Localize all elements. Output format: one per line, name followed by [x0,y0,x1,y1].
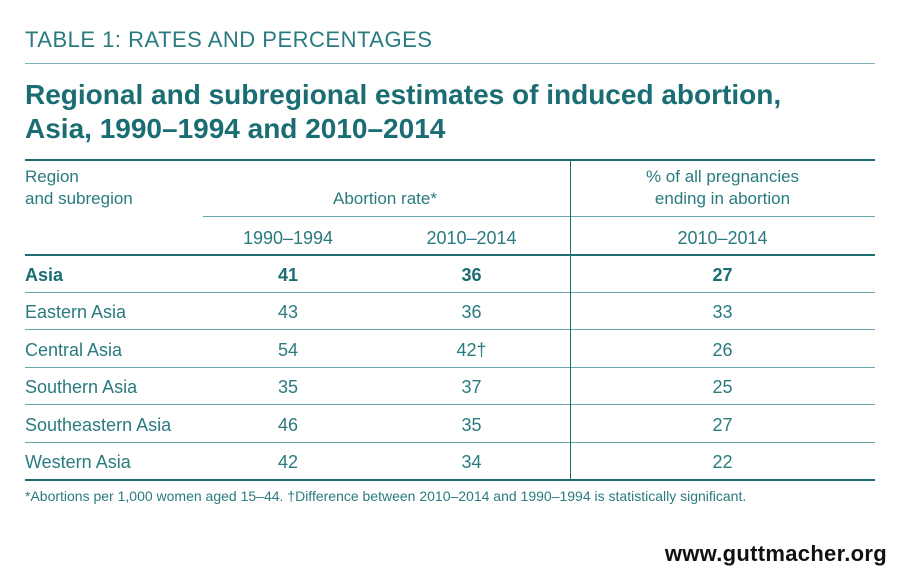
page-title: Regional and subregional estimates of in… [25,78,875,146]
row-region: Asia [25,265,64,285]
row-rate-2010: 37 [461,377,482,397]
row-pct: 26 [712,340,733,360]
row-region: Central Asia [25,340,123,360]
row-divider [25,329,875,330]
table-kicker: TABLE 1: RATES AND PERCENTAGES [25,27,433,52]
row-divider [25,404,875,405]
header-pct-pregnancies: % of all pregnancies ending in abortion [645,167,800,208]
row-pct: 25 [712,377,733,397]
title-line-2: Asia, 1990–1994 and 2010–2014 [25,113,446,144]
row-pct: 27 [712,415,733,435]
header-abortion-rate: Abortion rate* [333,189,437,208]
header-bottom-border [25,254,875,256]
row-region: Eastern Asia [25,302,127,322]
row-rate-1990: 43 [277,302,299,322]
row-region: Western Asia [25,452,131,472]
subheader-2010: 2010–2014 [426,228,517,248]
row-pct: 22 [712,452,733,472]
row-rate-2010: 35 [461,415,482,435]
row-rate-1990: 35 [277,377,299,397]
row-rate-1990: 54 [277,340,299,360]
kicker-divider [25,63,875,64]
table-bottom-border [25,479,875,481]
row-rate-1990: 42 [277,452,299,472]
row-rate-2010: 36 [461,302,482,322]
table-top-border [25,159,875,161]
row-region: Southern Asia [25,377,138,397]
estimates-table: Region and subregion Abortion rate* % of… [25,159,875,481]
column-separator [570,159,571,481]
row-divider [25,292,875,293]
title-line-1: Regional and subregional estimates of in… [25,79,782,110]
row-region: Southeastern Asia [25,415,172,435]
row-rate-2010: 36 [461,265,482,285]
row-pct: 27 [712,265,733,285]
row-rate-1990: 46 [277,415,299,435]
header-region: Region and subregion [25,167,133,208]
row-rate-2010: 34 [461,452,482,472]
row-pct: 33 [712,302,733,322]
subheader-pct-2010: 2010–2014 [677,228,768,248]
subheader-1990: 1990–1994 [242,228,334,248]
brand-url[interactable]: www.guttmacher.org [664,541,887,566]
row-rate-2010: 42† [456,340,487,360]
header-subrule [203,216,875,217]
row-rate-1990: 41 [277,265,299,285]
row-divider [25,442,875,443]
table-footnote: *Abortions per 1,000 women aged 15–44. †… [25,488,747,504]
row-divider [25,367,875,368]
